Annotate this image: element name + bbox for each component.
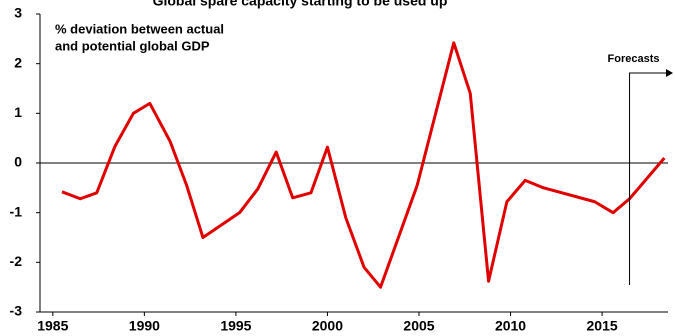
x-tick-label: 2000 [312, 318, 343, 334]
x-tick-label: 1995 [220, 318, 251, 334]
y-tick-label: -2 [10, 253, 23, 269]
x-tick-label: 2005 [403, 318, 434, 334]
line-series [61, 41, 666, 289]
y-tick-label: 0 [14, 154, 22, 170]
x-tick-label: 1990 [129, 318, 160, 334]
x-tick-label: 2015 [587, 318, 618, 334]
y-tick-label: -1 [10, 203, 23, 219]
y-tick-label: -3 [10, 303, 23, 319]
forecast-label: Forecasts [608, 53, 660, 65]
y-tick-label: 3 [14, 5, 22, 21]
y-tick-label: 2 [14, 54, 22, 70]
forecast-marker [629, 72, 670, 285]
annotation: % deviation between actual [55, 21, 224, 36]
chart-title: Global spare capacity starting to be use… [153, 0, 448, 9]
x-tick-label: 2010 [495, 318, 526, 334]
y-tick-label: 1 [14, 104, 22, 120]
forecast-arrowhead [666, 69, 673, 77]
x-tick-label: 1985 [37, 318, 68, 334]
annotation: and potential global GDP [55, 38, 210, 53]
